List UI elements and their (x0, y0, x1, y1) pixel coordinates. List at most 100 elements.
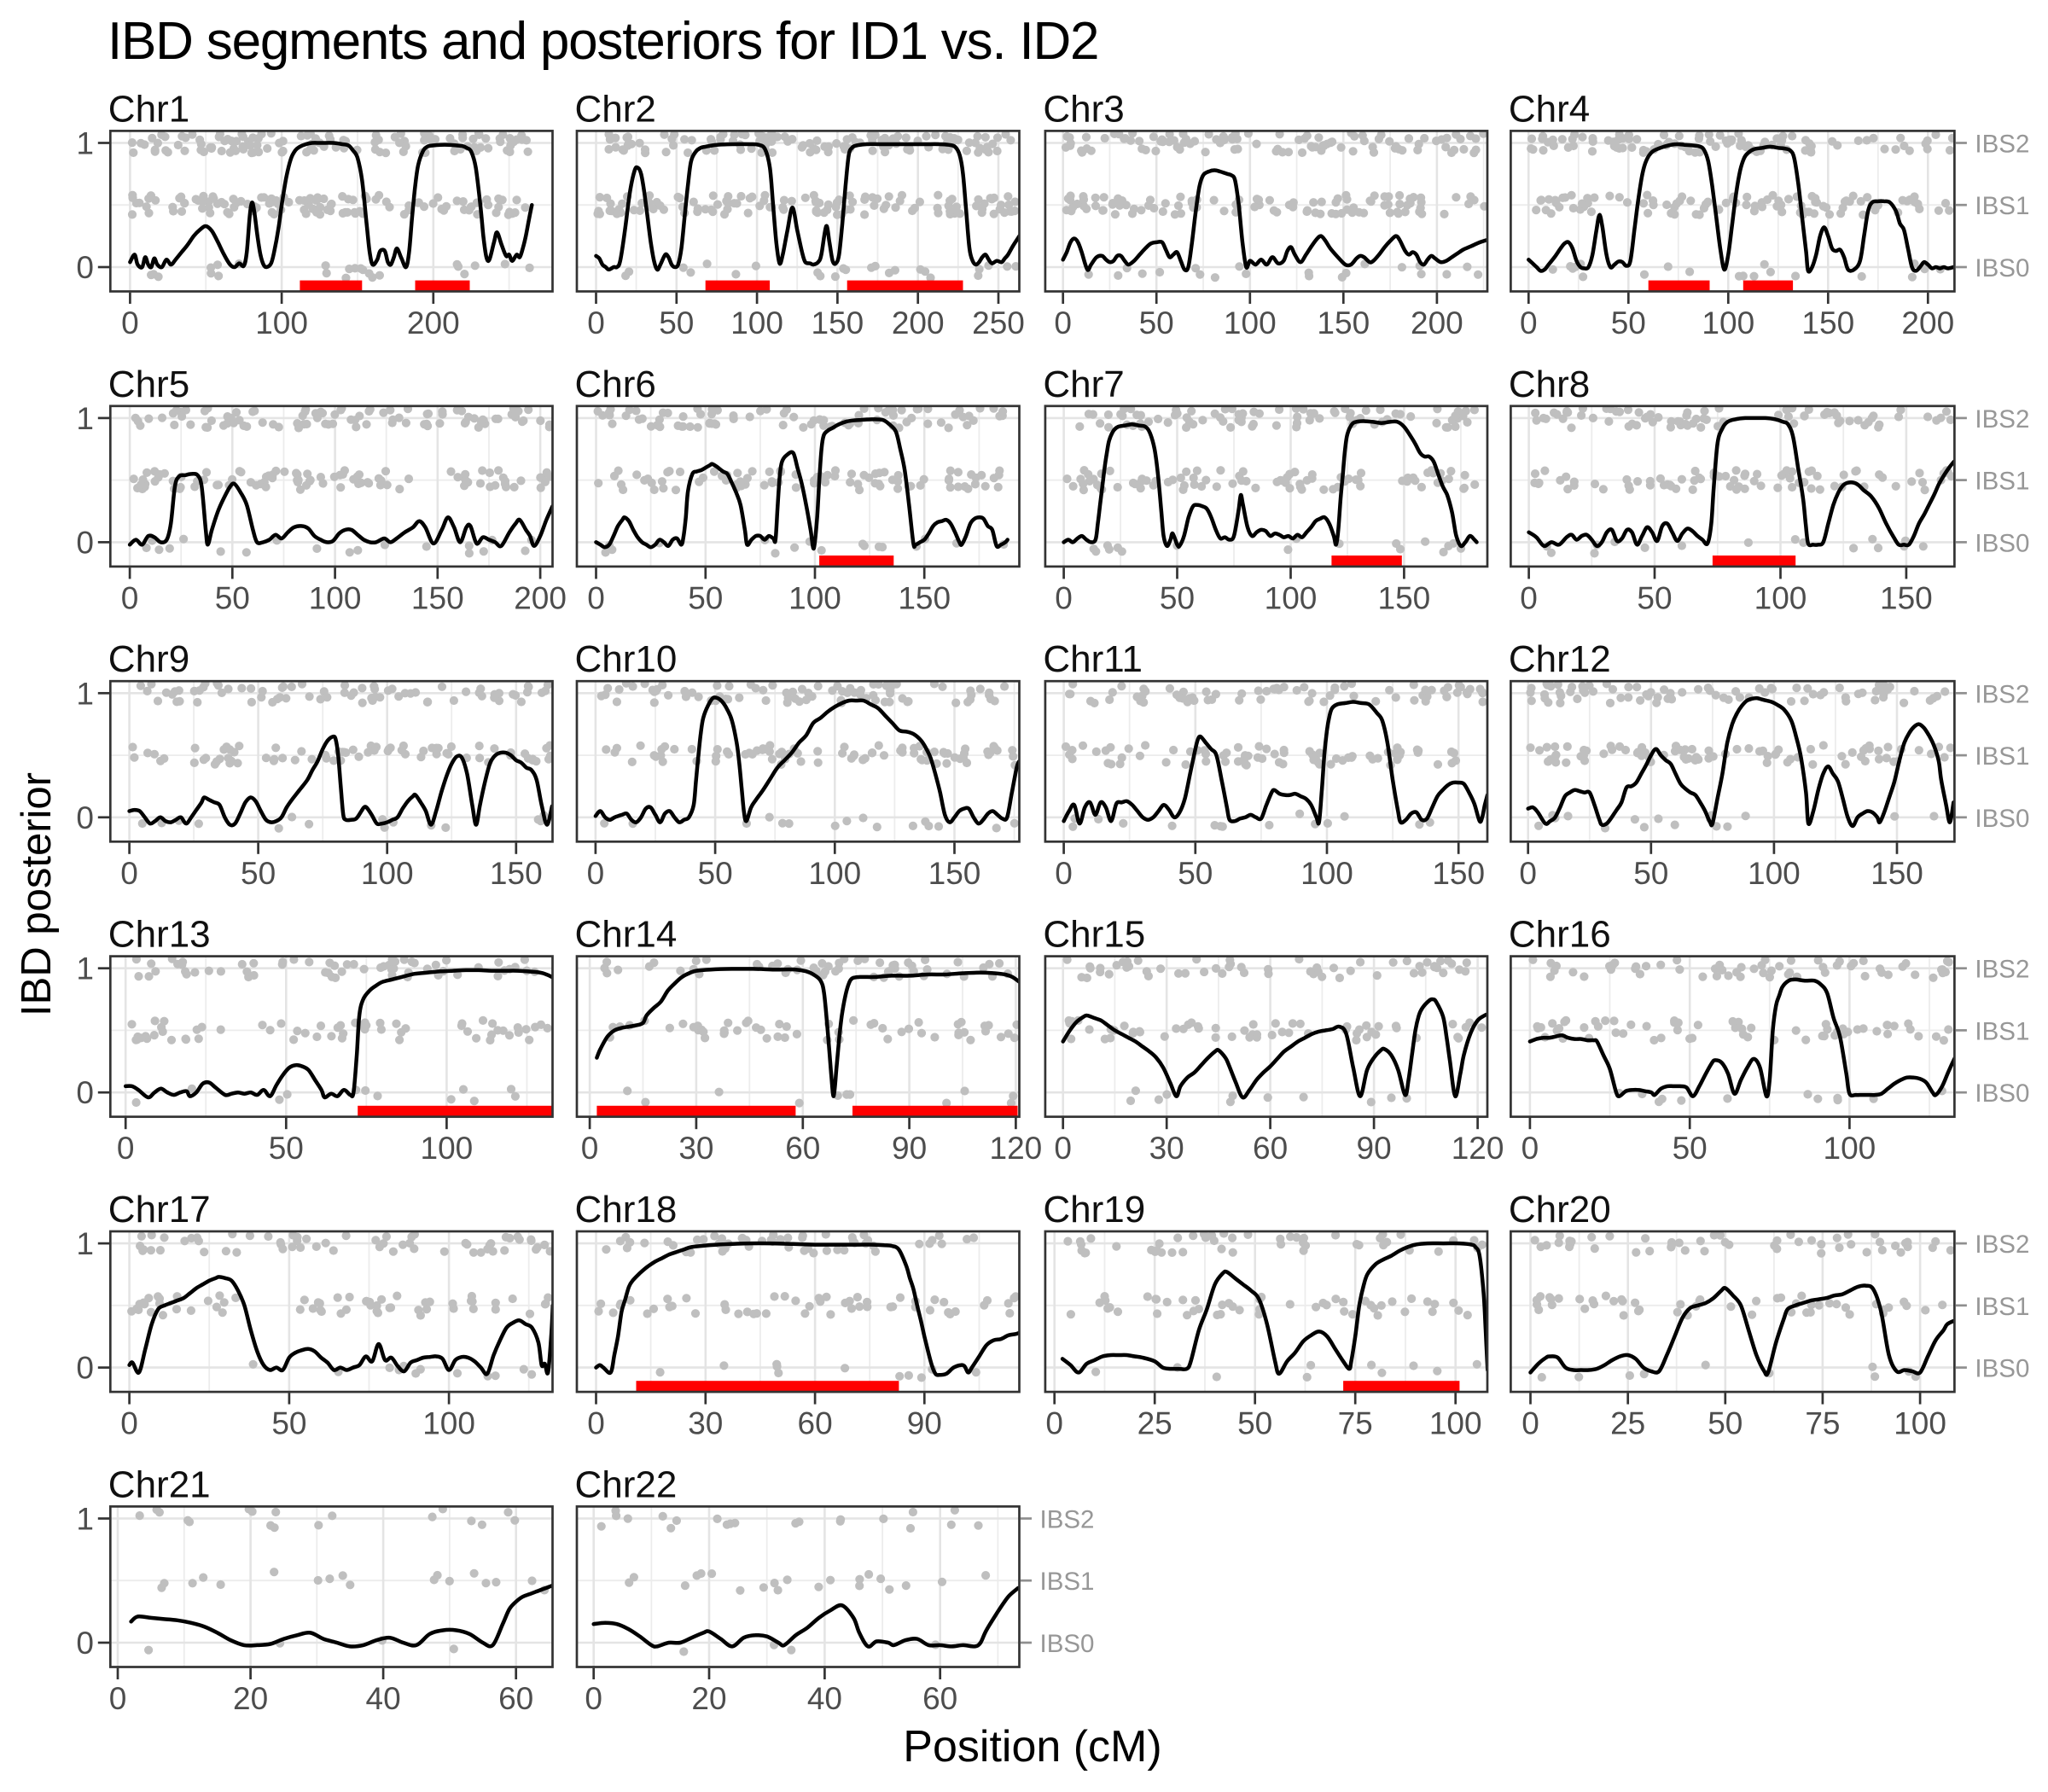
svg-text:Position (cM): Position (cM) (903, 1722, 1161, 1772)
svg-text:75: 75 (1805, 1406, 1840, 1441)
svg-text:100: 100 (1894, 1406, 1946, 1441)
svg-text:0: 0 (581, 1131, 599, 1166)
svg-text:Chr22: Chr22 (575, 1463, 678, 1505)
svg-text:150: 150 (1432, 856, 1485, 891)
svg-text:150: 150 (411, 580, 464, 615)
svg-text:50: 50 (659, 305, 694, 340)
svg-text:0: 0 (120, 1406, 138, 1441)
svg-text:100: 100 (421, 1131, 474, 1166)
svg-text:Chr2: Chr2 (575, 88, 656, 130)
svg-text:IBS2: IBS2 (1040, 1506, 1095, 1534)
svg-text:0: 0 (117, 1131, 135, 1166)
svg-text:50: 50 (1673, 1131, 1708, 1166)
svg-text:0: 0 (76, 800, 94, 835)
svg-text:50: 50 (241, 856, 276, 891)
svg-text:Chr3: Chr3 (1043, 88, 1124, 130)
svg-text:IBD posterior: IBD posterior (14, 772, 60, 1016)
svg-text:100: 100 (808, 856, 861, 891)
svg-text:50: 50 (688, 580, 723, 615)
svg-text:0: 0 (109, 1681, 127, 1716)
svg-text:IBS1: IBS1 (1975, 1017, 2029, 1045)
svg-text:0: 0 (585, 1681, 602, 1716)
svg-text:IBS2: IBS2 (1975, 1231, 2029, 1259)
svg-text:Chr19: Chr19 (1043, 1189, 1145, 1231)
svg-text:50: 50 (698, 856, 733, 891)
svg-text:60: 60 (498, 1681, 533, 1716)
svg-text:50: 50 (271, 1406, 306, 1441)
svg-text:100: 100 (422, 1406, 475, 1441)
svg-text:Chr10: Chr10 (575, 638, 678, 680)
svg-text:100: 100 (1754, 580, 1807, 615)
svg-text:Chr20: Chr20 (1509, 1189, 1611, 1231)
svg-text:1: 1 (76, 676, 94, 711)
svg-text:75: 75 (1338, 1406, 1373, 1441)
svg-text:IBS1: IBS1 (1040, 1568, 1095, 1596)
svg-text:150: 150 (1871, 856, 1923, 891)
svg-text:40: 40 (366, 1681, 401, 1716)
svg-text:30: 30 (678, 1131, 713, 1166)
svg-text:Chr14: Chr14 (575, 914, 678, 956)
svg-text:IBS2: IBS2 (1975, 131, 2029, 159)
svg-text:1: 1 (76, 126, 94, 161)
svg-text:Chr13: Chr13 (108, 914, 211, 956)
svg-text:Chr12: Chr12 (1509, 638, 1611, 680)
svg-text:150: 150 (1880, 580, 1933, 615)
svg-text:IBS2: IBS2 (1975, 405, 2029, 433)
svg-text:25: 25 (1137, 1406, 1172, 1441)
svg-text:IBS1: IBS1 (1975, 742, 2029, 771)
svg-text:100: 100 (1300, 856, 1353, 891)
svg-text:0: 0 (1045, 1406, 1063, 1441)
svg-text:IBS2: IBS2 (1975, 956, 2029, 984)
svg-text:100: 100 (361, 856, 414, 891)
svg-text:50: 50 (1160, 580, 1195, 615)
svg-text:Chr7: Chr7 (1043, 364, 1124, 405)
svg-text:100: 100 (309, 580, 362, 615)
svg-text:Chr18: Chr18 (575, 1189, 678, 1231)
svg-text:0: 0 (1055, 856, 1073, 891)
svg-text:0: 0 (1520, 305, 1538, 340)
svg-text:0: 0 (121, 580, 139, 615)
svg-text:0: 0 (1520, 580, 1538, 615)
svg-text:120: 120 (990, 1131, 1043, 1166)
svg-text:50: 50 (1237, 1406, 1272, 1441)
svg-text:90: 90 (892, 1131, 927, 1166)
svg-text:0: 0 (587, 580, 605, 615)
svg-text:100: 100 (1265, 580, 1318, 615)
svg-text:100: 100 (1429, 1406, 1482, 1441)
svg-text:150: 150 (1801, 305, 1854, 340)
svg-text:0: 0 (76, 1075, 94, 1110)
svg-text:50: 50 (1633, 856, 1668, 891)
svg-text:1: 1 (76, 401, 94, 436)
svg-text:0: 0 (1521, 1131, 1539, 1166)
svg-text:20: 20 (691, 1681, 726, 1716)
svg-text:Chr4: Chr4 (1509, 88, 1590, 130)
svg-text:40: 40 (807, 1681, 842, 1716)
svg-text:IBS0: IBS0 (1975, 1355, 2029, 1383)
svg-text:50: 50 (269, 1131, 304, 1166)
svg-text:120: 120 (1452, 1131, 1504, 1166)
svg-text:0: 0 (1055, 580, 1073, 615)
svg-text:0: 0 (587, 1406, 605, 1441)
svg-text:60: 60 (922, 1681, 957, 1716)
svg-text:100: 100 (1224, 305, 1277, 340)
svg-text:150: 150 (898, 580, 951, 615)
svg-text:60: 60 (1253, 1131, 1288, 1166)
svg-text:IBS0: IBS0 (1040, 1630, 1095, 1658)
svg-text:Chr11: Chr11 (1043, 638, 1143, 680)
svg-text:Chr1: Chr1 (108, 88, 189, 130)
svg-text:100: 100 (1824, 1131, 1876, 1166)
svg-text:1: 1 (76, 1226, 94, 1261)
svg-text:0: 0 (587, 856, 605, 891)
svg-text:250: 250 (972, 305, 1025, 340)
svg-text:IBS1: IBS1 (1975, 1293, 2029, 1321)
svg-text:150: 150 (1317, 305, 1370, 340)
svg-text:50: 50 (215, 580, 250, 615)
svg-text:IBS2: IBS2 (1975, 680, 2029, 708)
svg-text:150: 150 (812, 305, 864, 340)
svg-text:100: 100 (1702, 305, 1754, 340)
svg-text:0: 0 (76, 525, 94, 560)
svg-text:IBS1: IBS1 (1975, 468, 2029, 496)
svg-text:IBS0: IBS0 (1975, 254, 2029, 282)
svg-text:Chr9: Chr9 (108, 638, 189, 680)
svg-text:0: 0 (1054, 305, 1072, 340)
